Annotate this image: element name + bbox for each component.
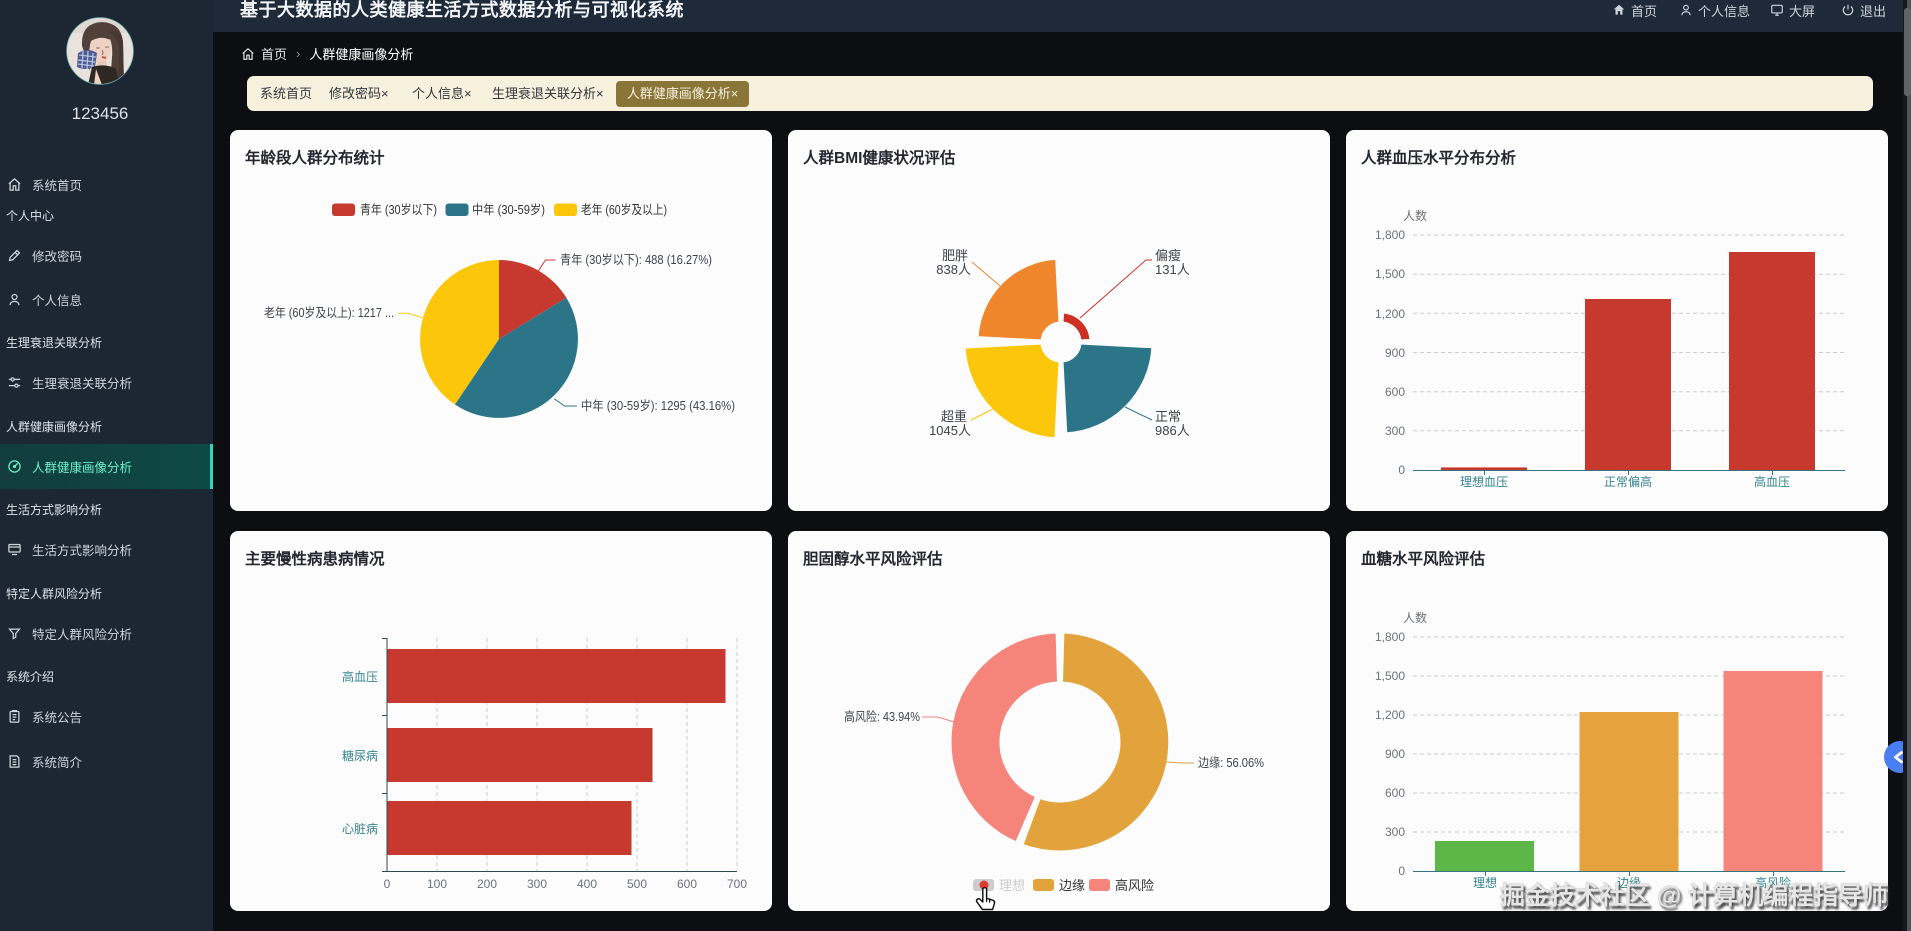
svg-text:1045人: 1045人 (929, 423, 971, 438)
svg-text:1,200: 1,200 (1375, 708, 1405, 722)
svg-text:理想: 理想 (1473, 875, 1497, 890)
svg-text:900: 900 (1385, 747, 1405, 761)
svg-text:100: 100 (427, 877, 447, 891)
svg-text:偏瘦: 偏瘦 (1155, 248, 1181, 263)
svg-text:1,500: 1,500 (1375, 669, 1405, 683)
svg-text:1,200: 1,200 (1375, 307, 1405, 321)
svg-text:边缘: 56.06%: 边缘: 56.06% (1198, 756, 1264, 770)
svg-text:心脏病: 心脏病 (342, 821, 378, 836)
svg-text:0: 0 (384, 877, 391, 891)
svg-text:理想血压: 理想血压 (1460, 474, 1508, 489)
svg-text:糖尿病: 糖尿病 (342, 748, 378, 763)
svg-text:青年 (30岁以下): 青年 (30岁以下) (360, 202, 437, 217)
svg-text:青年 (30岁以下): 488 (16.27%): 青年 (30岁以下): 488 (16.27%) (560, 252, 712, 267)
svg-text:高风险: 43.94%: 高风险: 43.94% (844, 709, 920, 724)
svg-text:正常: 正常 (1155, 409, 1181, 424)
svg-text:高风险: 高风险 (1755, 875, 1791, 890)
svg-text:838人: 838人 (936, 262, 971, 277)
svg-text:700: 700 (727, 877, 747, 891)
svg-text:300: 300 (1385, 424, 1405, 438)
svg-text:正常偏高: 正常偏高 (1604, 474, 1652, 489)
svg-text:中年 (30-59岁): 中年 (30-59岁) (472, 202, 545, 217)
svg-text:肥胖: 肥胖 (942, 248, 968, 263)
svg-text:200: 200 (477, 877, 497, 891)
svg-text:高血压: 高血压 (1754, 474, 1790, 489)
svg-text:900: 900 (1385, 346, 1405, 360)
svg-text:300: 300 (1385, 825, 1405, 839)
svg-text:131人: 131人 (1155, 262, 1190, 277)
svg-text:1,800: 1,800 (1375, 228, 1405, 242)
svg-text:600: 600 (677, 877, 697, 891)
svg-text:986人: 986人 (1155, 423, 1190, 438)
svg-text:600: 600 (1385, 385, 1405, 399)
svg-text:人数: 人数 (1403, 208, 1427, 223)
svg-text:高风险: 高风险 (1115, 878, 1154, 893)
svg-text:0: 0 (1398, 463, 1405, 477)
svg-text:600: 600 (1385, 786, 1405, 800)
svg-text:1,500: 1,500 (1375, 267, 1405, 281)
svg-text:400: 400 (577, 877, 597, 891)
svg-text:边缘: 边缘 (1059, 878, 1085, 893)
svg-text:理想: 理想 (999, 878, 1025, 893)
svg-text:中年 (30-59岁): 1295 (43.16%): 中年 (30-59岁): 1295 (43.16%) (581, 398, 735, 413)
svg-text:高血压: 高血压 (342, 669, 378, 684)
svg-text:1,800: 1,800 (1375, 630, 1405, 644)
svg-text:300: 300 (527, 877, 547, 891)
svg-text:0: 0 (1398, 864, 1405, 878)
svg-text:老年 (60岁及以上): 老年 (60岁及以上) (581, 202, 667, 217)
svg-text:边缘: 边缘 (1617, 876, 1641, 890)
svg-text:超重: 超重 (941, 409, 967, 424)
svg-text:人数: 人数 (1403, 610, 1427, 625)
svg-text:500: 500 (627, 877, 647, 891)
svg-text:老年 (60岁及以上): 1217 ...: 老年 (60岁及以上): 1217 ... (264, 305, 394, 320)
